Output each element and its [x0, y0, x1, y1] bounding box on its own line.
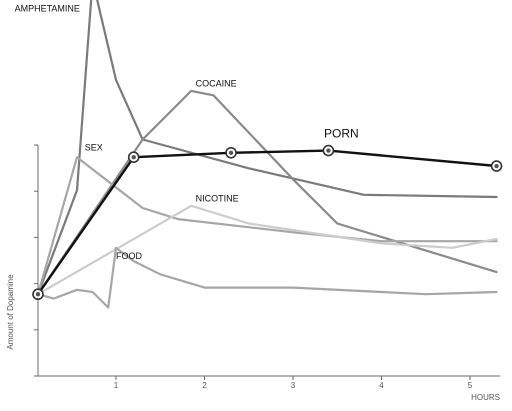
x-tick-label: 2: [202, 381, 207, 390]
series-markers: [32, 144, 503, 301]
series-label-amphetamine: AMPHETAMINE: [15, 3, 80, 13]
series-marker-dot-porn: [131, 155, 136, 160]
series-line-sex: [36, 156, 498, 296]
axis-ticks: 1 2 3 4 5: [34, 144, 473, 390]
series-marker-dot-porn: [228, 150, 234, 155]
series-marker-dot-porn: [494, 163, 499, 169]
series-label-sex: SEX: [85, 143, 103, 153]
series-line-amphetamine: [36, 0, 498, 296]
series-label-cocaine: COCAINE: [196, 79, 237, 89]
x-axis-title: HOURS: [471, 393, 500, 402]
series-label-porn: PORN: [324, 126, 359, 140]
series-lines: [36, 0, 498, 309]
series-label-nicotine: NICOTINE: [196, 193, 239, 203]
x-tick-label: 3: [291, 381, 296, 390]
x-tick-label: 4: [379, 381, 384, 390]
y-axis-title: Amount of Dopamine: [6, 274, 15, 350]
series-label-food: FOOD: [116, 251, 142, 261]
series-labels: AMPHETAMINE COCAINE SEX NICOTINE FOOD PORN: [15, 3, 359, 261]
series-line-food: [36, 246, 498, 309]
series-marker-dot-porn: [326, 148, 331, 153]
x-tick-label: 5: [468, 381, 473, 390]
series-line-nicotine: [36, 204, 498, 296]
chart-axes: [37, 145, 500, 377]
series-line-cocaine: [36, 89, 498, 296]
series-marker-dot-porn: [35, 292, 41, 297]
x-tick-label: 1: [114, 381, 119, 390]
